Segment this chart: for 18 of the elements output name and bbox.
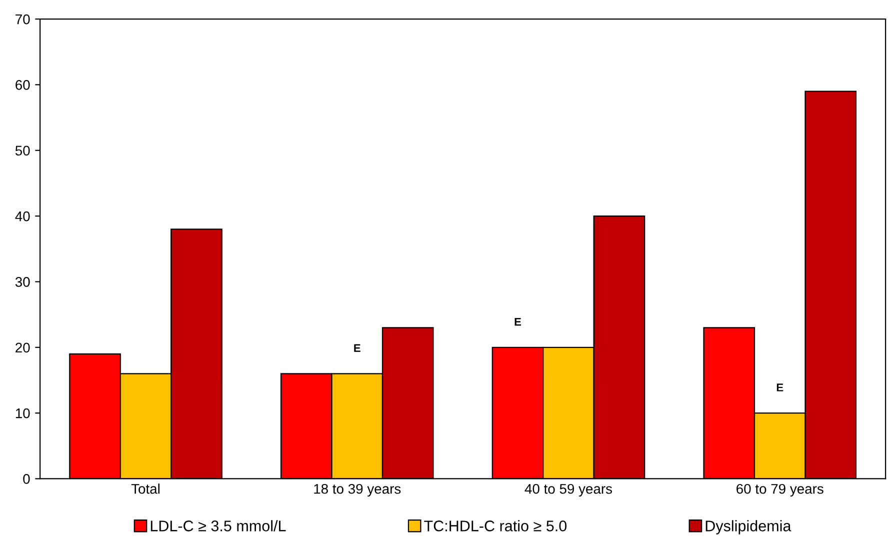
y-tick-label: 40 xyxy=(15,211,30,222)
legend-label: TC:HDL-C ratio ≥ 5.0 xyxy=(424,520,567,532)
legend-label: Dyslipidemia xyxy=(706,520,792,534)
data-label: E xyxy=(514,318,522,326)
data-label: E xyxy=(354,344,360,352)
y-tick-label: 10 xyxy=(16,408,30,418)
y-tick-label: 30 xyxy=(15,277,30,287)
x-tick-label: 18 to 39 years xyxy=(314,484,401,497)
x-tick-label: Total xyxy=(131,484,160,494)
data-label: E xyxy=(776,384,784,392)
y-tick-label: 50 xyxy=(15,146,30,156)
legend-label: LDL-C ≥ 3.5 mmol/L xyxy=(150,520,286,532)
x-tick-label: 60 to 79 years xyxy=(736,484,824,497)
y-tick-label: 20 xyxy=(16,342,30,353)
y-tick-label: 0 xyxy=(23,474,30,484)
x-tick-label: 40 to 59 years xyxy=(524,484,612,497)
y-tick-label: 70 xyxy=(16,14,30,24)
y-tick-label: 60 xyxy=(16,80,30,90)
